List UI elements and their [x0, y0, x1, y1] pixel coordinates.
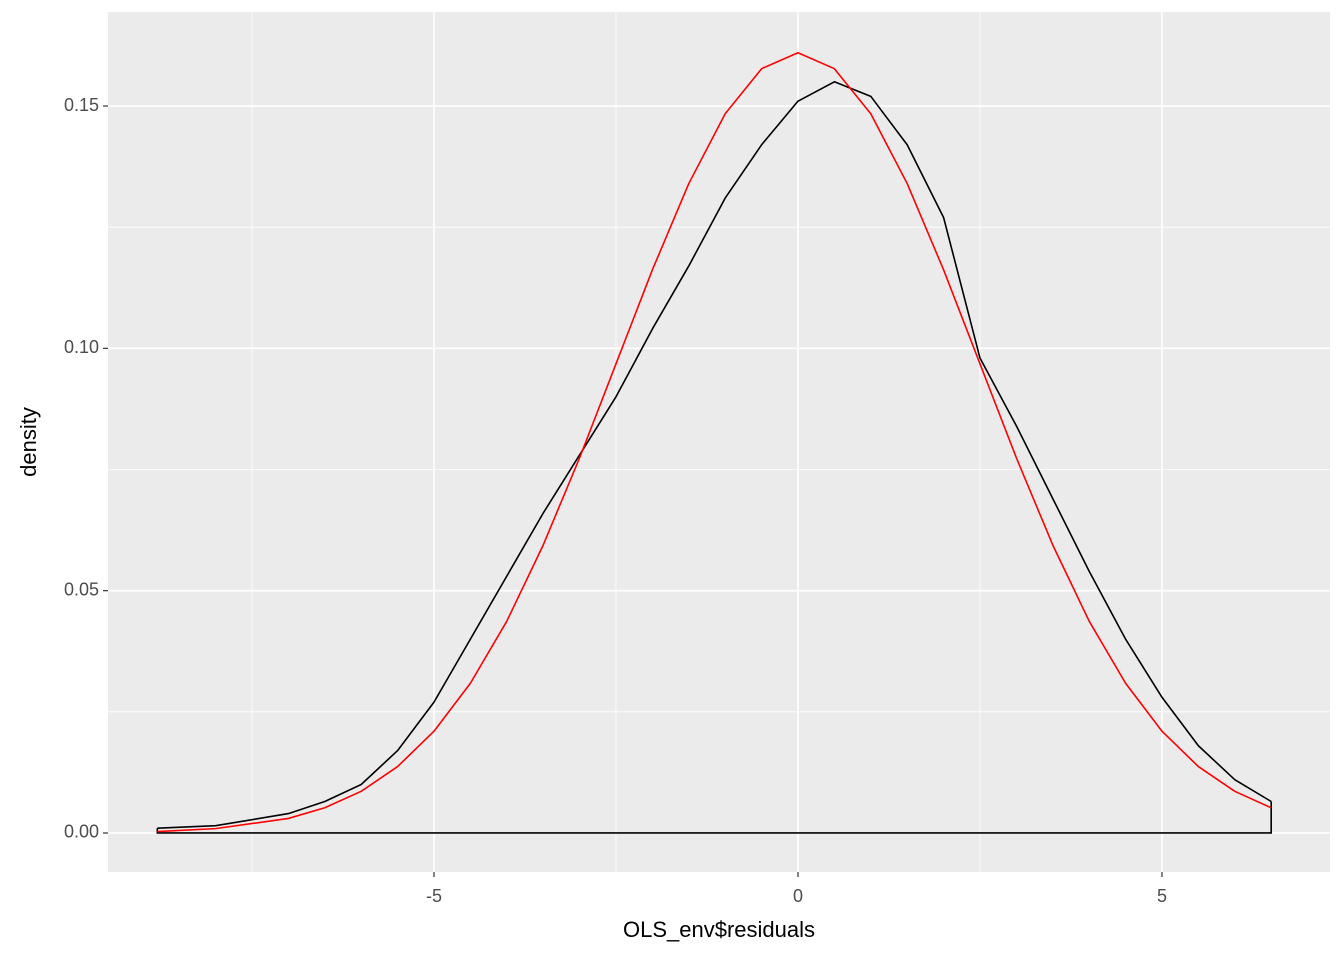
marks [156, 51, 1272, 834]
y-tick-label: 0.10 [64, 337, 99, 357]
y-tick-label: 0.00 [64, 822, 99, 842]
x-tick-label: -5 [426, 886, 442, 906]
density-line [157, 51, 1272, 833]
y-tick-label: 0.05 [64, 579, 99, 599]
y-tick-label: 0.15 [64, 95, 99, 115]
panel [108, 12, 1330, 872]
x-axis-title: OLS_env$residuals [623, 917, 815, 942]
x-tick-label: 0 [793, 886, 803, 906]
y-axis-title: density [16, 407, 41, 477]
density-line [157, 80, 1272, 829]
density-outline [156, 801, 1272, 834]
x-tick-label: 5 [1157, 886, 1167, 906]
